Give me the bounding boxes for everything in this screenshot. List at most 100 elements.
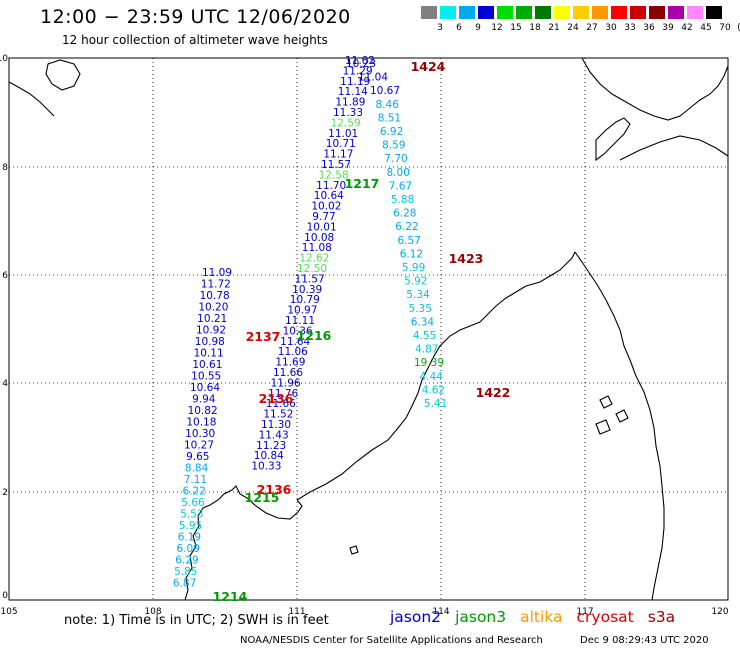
islands-east [595,395,629,435]
wave-height-value: 5.53 [180,509,203,521]
wave-height-value: 11.29 [343,65,373,77]
wave-height-value: 11.96 [271,377,301,389]
map-title: 12:00 − 23:59 UTC 12/06/2020 [40,6,351,28]
wave-height-value: 7.70 [384,153,407,165]
wave-height-value: 5.35 [409,303,432,315]
axis-tick-labels: 105 108 111 114 117 120 0 2 4 6 8 10 [0,54,729,617]
wave-height-value: 12.50 [297,263,327,275]
wave-height-value: 5.85 [174,566,197,578]
wave-height-value: 5.99 [402,262,425,274]
wave-height-value: 10.11 [194,348,224,360]
wave-height-value: 12.59 [331,117,361,129]
longitude-tick-label: 108 [144,607,161,617]
footer-generated-time: Dec 9 08:29:43 UTC 2020 [580,635,709,646]
scale-label: 3 [437,23,443,33]
pass-time-label: 1423 [449,251,484,266]
wave-height-value: 5.66 [181,497,205,509]
wave-height-value: 6.22 [183,486,206,498]
scale-swatch [554,6,570,19]
latitude-tick-label: 8 [2,163,8,173]
coastline-philippines [581,57,729,121]
wave-height-value: 11.66 [273,367,303,379]
wave-height-value: 11.06 [278,346,308,358]
scale-swatch [706,6,722,19]
scale-swatch [535,6,551,19]
wave-height-value: 10.71 [326,138,356,150]
wave-height-value: 10.61 [192,359,222,371]
wave-height-value: 10.64 [190,382,220,394]
wave-height-value: 11.02 [345,55,375,67]
wave-height-value: 8.84 [185,463,209,475]
pass-time-label: 1214 [213,589,248,604]
pass-time-label: 1424 [411,59,446,74]
wave-height-value: 8.00 [387,167,410,179]
wave-height-value: 10.55 [191,371,221,383]
latitude-tick-label: 4 [2,379,8,389]
wave-height-value: 11.89 [335,97,365,109]
longitude-tick-label: 120 [711,607,728,617]
scale-label: 18 [529,23,541,33]
wave-height-value: 10.98 [195,336,225,348]
wave-height-value: 10.78 [200,290,230,302]
pass-time-label: 1422 [476,385,511,400]
scale-swatch [516,6,532,19]
wave-height-value: 5.88 [391,194,414,206]
coastline-vietnam-north [8,81,55,117]
wave-height-value: 10.08 [304,232,334,244]
longitude-tick-label: 111 [288,607,305,617]
wave-height-value: 11.70 [316,180,346,192]
pass-time-label: 2137 [246,329,281,344]
wave-height-value: 11.08 [302,242,332,254]
wave-height-value: 10.01 [307,221,337,233]
wave-height-value: 11.14 [338,86,368,98]
wave-height-value: 11.76 [268,388,298,400]
scale-label: (ft) [733,23,740,33]
coastline-palawan [595,117,631,162]
wave-height-value: 11.72 [201,279,231,291]
wave-height-value: 11.01 [328,128,358,140]
wave-height-value: 6.22 [395,221,418,233]
scale-label: 70 [719,23,731,33]
wave-height-value: 10.64 [314,190,344,202]
longitude-tick-label: 105 [0,607,17,617]
scale-label: 15 [510,23,522,33]
latitude-tick-label: 2 [2,488,8,498]
scale-label: 39 [662,23,674,33]
wave-height-value: 6.87 [173,578,196,590]
coastline-sulawesi [619,135,729,161]
wave-height-value: 12.62 [299,253,329,265]
scale-label: 30 [605,23,617,33]
wave-height-value: 6.12 [400,248,423,260]
longitude-tick-label: 117 [576,607,593,617]
wave-height-value: 8.59 [382,140,405,152]
scale-swatch [497,6,513,19]
wave-height-value: 9.94 [192,394,216,406]
scale-swatch [611,6,627,19]
coastlines [8,57,729,601]
footer-note: note: 1) Time is in UTC; 2) SWH is in fe… [64,613,329,628]
wave-height-value: 10.39 [292,284,322,296]
wave-height-value: 11.11 [285,315,315,327]
wave-height-value: 11.64 [280,336,310,348]
wave-height-value: 11.23 [256,440,286,452]
latitude-tick-label: 10 [0,54,8,64]
wave-height-value: 11.57 [321,159,351,171]
scale-swatch [668,6,684,19]
satellite-legend: jason2 jason3 altika cryosat s3a [390,608,689,626]
scale-swatch [649,6,665,19]
scale-label: 21 [548,23,560,33]
wave-height-value: 5.95 [179,520,202,532]
map-subtitle: 12 hour collection of altimeter wave hei… [62,33,328,47]
scale-swatch [478,6,494,19]
wave-height-value: 6.34 [411,316,435,328]
scale-label: 33 [624,23,636,33]
wave-height-value: 6.19 [178,532,201,544]
satellite-legend-s3a: s3a [647,608,676,626]
wave-height-value: 4.55 [413,330,436,342]
wave-height-value: 10.18 [186,417,216,429]
wave-height-value: 11.19 [340,76,370,88]
satellite-legend-jason2: jason2 [390,608,442,626]
wave-height-value: 12.58 [319,169,349,181]
coastline-borneo [296,251,576,501]
